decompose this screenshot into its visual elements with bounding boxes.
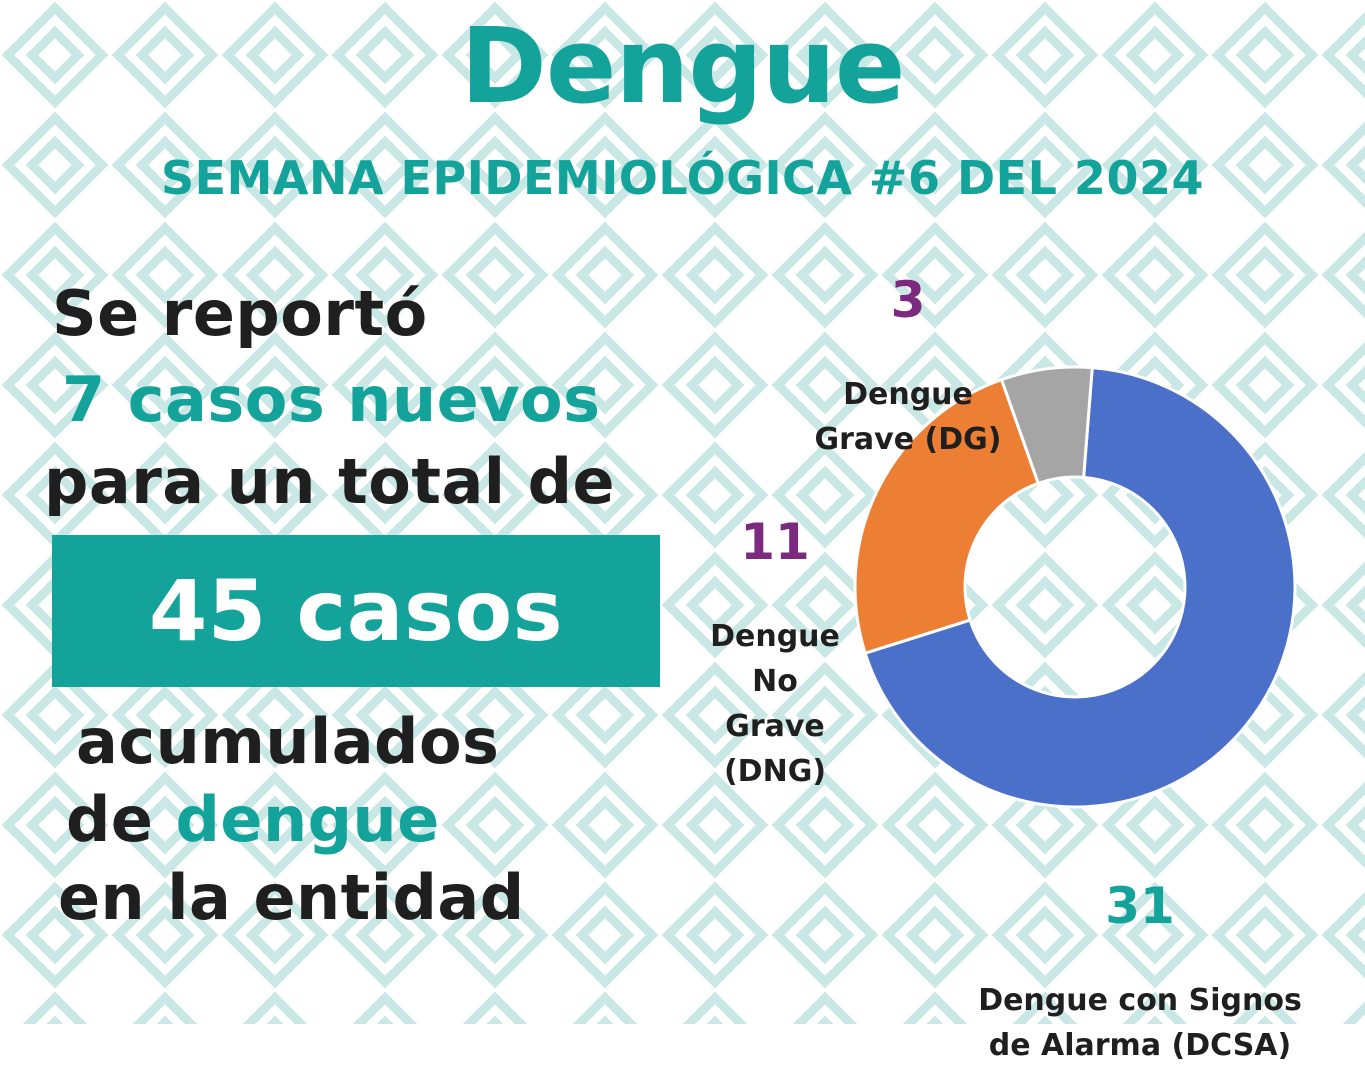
message-line-4: acumulados [76,705,500,778]
donut-slice-dcsa [863,366,1297,809]
donut-chart [853,365,1297,809]
page-subtitle: SEMANA EPIDEMIOLÓGICA #6 DEL 2024 [161,151,1204,205]
slice-name-dng: Dengue No Grave (DNG) [710,619,840,789]
slice-value-dng: 11 [740,513,810,571]
slice-value-dg: 3 [890,271,926,329]
message-line-5-prefix: de [66,783,176,856]
message-line-3: para un total de [44,445,616,518]
message-new-cases: 7 casos nuevos [62,363,601,436]
message-line-6: en la entidad [58,861,525,934]
slice-name-dcsa: Dengue con Signos de Alarma (DCSA) [978,983,1302,1063]
donut-slice-dg [999,365,1094,486]
total-cases-box: 45 casos [52,535,660,687]
message-line-5: de dengue [66,784,440,856]
slice-label-dg: 3 Dengue Grave (DG) [808,228,1008,462]
message-dengue-word: dengue [175,783,440,856]
page-title: Dengue [460,5,906,127]
donut-slice-dng [853,377,1041,656]
slice-name-dg: Dengue Grave (DG) [814,377,1002,457]
message-line-1: Se reportó [52,277,428,350]
slice-label-dcsa: 31 Dengue con Signos de Alarma (DCSA) [920,834,1360,1068]
slice-label-dng: 11 Dengue No Grave (DNG) [682,470,868,794]
slice-value-dcsa: 31 [1105,877,1175,935]
background-pattern [0,0,1365,1024]
